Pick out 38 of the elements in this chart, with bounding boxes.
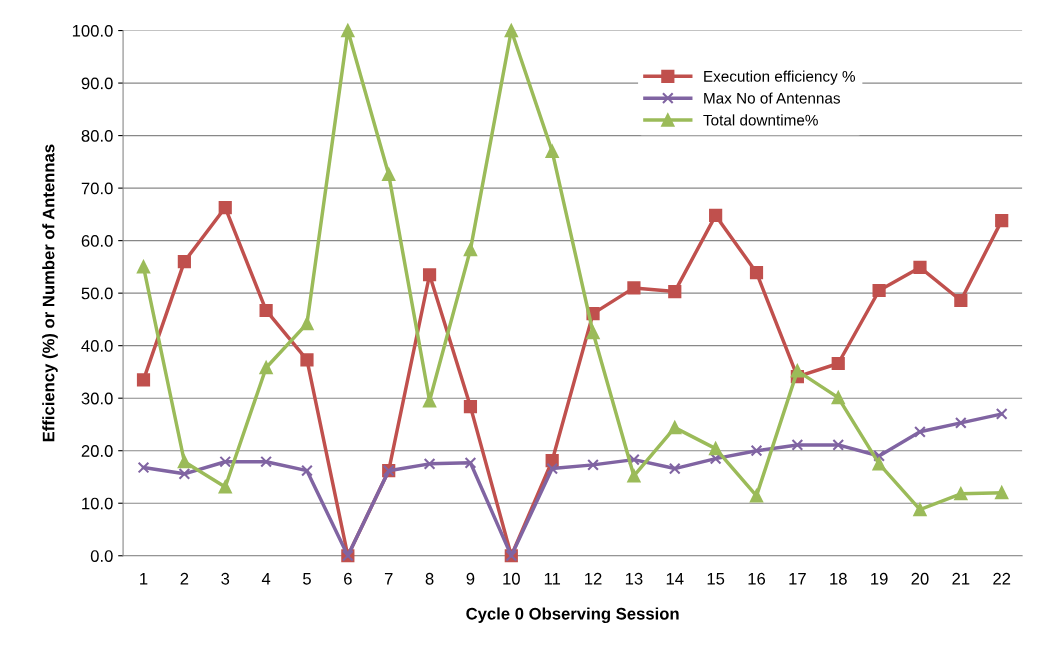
x-tick-label: 21 — [952, 572, 970, 585]
legend-label: Total downtime% — [703, 114, 818, 126]
y-tick-label: 30.0 — [81, 392, 113, 405]
x-tick-label: 8 — [425, 572, 434, 585]
x-tick-label: 15 — [707, 573, 725, 585]
y-tick-label: 10.0 — [82, 497, 113, 510]
x-tick-label: 16 — [748, 572, 766, 585]
x-tick-label: 14 — [666, 573, 684, 585]
legend-label: Max No of Antennas — [704, 92, 840, 104]
y-tick-label: 60.0 — [81, 235, 113, 247]
x-tick-label: 18 — [830, 572, 847, 585]
x-tick-label: 19 — [871, 572, 888, 585]
y-axis-title: Efficiency (%) or Number of Antennas — [42, 144, 58, 442]
x-tick-label: 9 — [466, 572, 475, 585]
y-tick-label: 40.0 — [81, 340, 113, 352]
x-tick-label: 4 — [261, 573, 271, 585]
x-tick-label: 11 — [544, 573, 561, 585]
x-tick-label: 17 — [789, 573, 806, 585]
x-tick-label: 10 — [503, 572, 520, 585]
y-tick-label: 0.0 — [90, 550, 113, 562]
x-tick-label: 22 — [993, 572, 1011, 585]
x-tick-label: 7 — [384, 573, 393, 585]
y-tick-label: 80.0 — [81, 129, 113, 142]
legend-label: Execution efficiency % — [704, 70, 856, 85]
x-tick-label: 2 — [180, 572, 189, 585]
x-tick-label: 12 — [585, 572, 602, 585]
x-tick-label: 6 — [344, 572, 352, 585]
x-tick-label: 3 — [221, 572, 230, 585]
x-tick-label: 20 — [911, 572, 929, 585]
y-tick-label: 100.0 — [72, 24, 113, 37]
x-axis-title: Cycle 0 Observing Session — [466, 607, 679, 624]
y-tick-label: 50.0 — [81, 287, 113, 300]
y-tick-label: 20.0 — [81, 445, 113, 457]
x-tick-label: 5 — [303, 573, 311, 585]
y-tick-label: 70.0 — [81, 182, 113, 195]
x-tick-label: 1 — [140, 573, 148, 585]
x-tick-label: 13 — [625, 572, 643, 585]
y-tick-label: 90.0 — [81, 77, 113, 90]
